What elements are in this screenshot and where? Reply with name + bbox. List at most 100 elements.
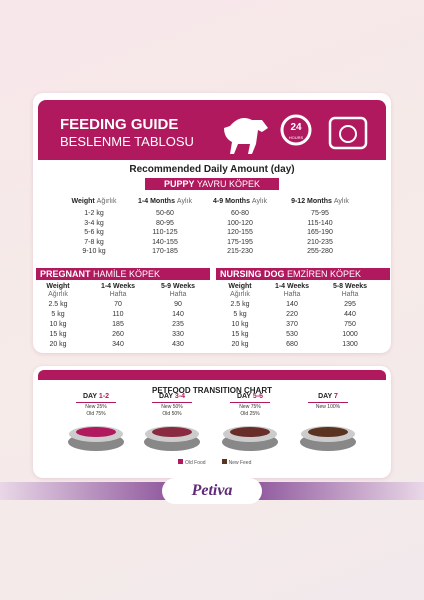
cell: 165-190 xyxy=(307,229,333,236)
day-day: DAY xyxy=(82,393,99,400)
cell: 340 xyxy=(112,341,124,348)
day-underline xyxy=(76,402,116,403)
header-band xyxy=(38,100,386,160)
cell: 75-95 xyxy=(311,210,329,217)
transition-title: PETFOOD TRANSITION CHART xyxy=(152,386,272,395)
pregnant-label-tr: HAMİLE KÖPEK xyxy=(93,269,161,279)
cell: 5 kg xyxy=(51,311,65,318)
clock-icon xyxy=(280,114,312,146)
day-label: DAY 1-2 xyxy=(83,393,109,401)
cell: 9-10 kg xyxy=(82,248,106,255)
cell: 120-155 xyxy=(227,229,253,236)
cell: 20 kg xyxy=(49,341,67,348)
cell: 430 xyxy=(172,341,184,348)
cell: 20 kg xyxy=(231,341,249,348)
cell: 140 xyxy=(172,311,184,318)
header-tr: Hafta xyxy=(169,291,187,298)
bowl xyxy=(66,420,126,459)
cell: 80-95 xyxy=(156,219,174,227)
old-share: Old 75% xyxy=(86,411,106,417)
bowl xyxy=(220,420,280,459)
cell: 15 kg xyxy=(49,331,67,338)
cell: 220 xyxy=(286,311,298,318)
puppy-label-tr: YAVRU KÖPEK xyxy=(196,179,261,189)
day-label: DAY 5-6 xyxy=(237,393,263,401)
day-day: DAY xyxy=(318,393,335,400)
column-header: 1-4 Weeks Hafta xyxy=(275,283,309,299)
cell: 70 xyxy=(114,301,122,308)
day-label: DAY 3-4 xyxy=(159,393,185,401)
header-en: Weight xyxy=(71,198,95,205)
cell: 2.5 kg xyxy=(48,301,68,308)
header-tr: Ağırlık xyxy=(48,291,68,298)
scale-icon xyxy=(328,116,368,150)
header-tr: Hafta xyxy=(341,291,359,298)
cell: 175-195 xyxy=(227,238,253,246)
day-num: 1-2 xyxy=(98,393,110,400)
day-day: DAY xyxy=(158,393,175,400)
scale-dial xyxy=(339,125,357,143)
header-tr: Aylık xyxy=(251,198,267,205)
cell: 680 xyxy=(286,341,298,348)
day-underline xyxy=(152,402,192,403)
header-tr: Aylık xyxy=(333,198,349,205)
recommended: Recommended Daily Amount (day) xyxy=(129,164,295,175)
cell: 185 xyxy=(112,321,124,328)
cell: 1-2 kg xyxy=(84,210,104,217)
cell: 295 xyxy=(344,301,356,308)
cell: 10 kg xyxy=(49,321,67,328)
cell: 370 xyxy=(286,321,298,328)
cell: 7-8 kg xyxy=(84,238,104,246)
dog-icon xyxy=(224,118,268,154)
header-en: 5-8 Weeks xyxy=(332,283,368,290)
cell: 1000 xyxy=(342,331,358,338)
header-en: 9-12 Months xyxy=(291,198,332,205)
cell: 210-235 xyxy=(307,238,333,246)
header-en: 5-9 Weeks xyxy=(160,283,196,290)
cell: 5 kg xyxy=(233,311,247,318)
cell: 50-60 xyxy=(156,210,174,217)
cell: 530 xyxy=(286,331,298,338)
cell: 215-230 xyxy=(227,248,253,255)
column-header: 5-9 Weeks Hafta xyxy=(161,283,195,299)
header-en: Weight xyxy=(46,283,70,290)
cell: 255-280 xyxy=(307,248,333,255)
header-en: 4-9 Months xyxy=(213,198,250,205)
bowl xyxy=(298,420,358,459)
day-underline xyxy=(230,402,270,403)
bowl-icon xyxy=(300,426,356,451)
cell: 2.5 kg xyxy=(230,301,250,308)
bowl-icon xyxy=(222,426,278,451)
day-label: DAY 7 xyxy=(318,393,338,401)
old-share: Old 25% xyxy=(240,411,260,417)
cell: 115-140 xyxy=(307,219,333,227)
puppy-label: PUPPY xyxy=(163,179,195,189)
legend-item: New Feed xyxy=(221,459,251,466)
cell: 5-6 kg xyxy=(84,229,104,236)
bowl-icon xyxy=(144,426,200,451)
column-header: Weight Ağırlık xyxy=(228,283,251,299)
cell: 10 kg xyxy=(231,321,249,328)
title: FEEDING GUIDE xyxy=(60,116,179,133)
cell: 1300 xyxy=(342,341,358,348)
cell: 260 xyxy=(112,331,124,338)
clock-number: 24 xyxy=(290,122,302,133)
cell: 110 xyxy=(112,311,124,318)
bowl xyxy=(142,420,202,459)
header-tr: Aylık xyxy=(176,198,192,205)
new-share: New 100% xyxy=(315,404,341,410)
day-num: 7 xyxy=(334,393,338,400)
cell: 330 xyxy=(172,331,184,338)
cell: 3-4 kg xyxy=(84,219,104,227)
column-header: Weight Ağırlık xyxy=(72,198,117,206)
day-underline xyxy=(308,402,348,403)
header-tr: Ağırlık xyxy=(230,291,250,298)
column-header: 1-4 Weeks Hafta xyxy=(101,283,135,299)
nursing-label-tr: EMZİREN KÖPEK xyxy=(287,269,362,279)
day-num: 3-4 xyxy=(174,393,186,400)
cell: 100-120 xyxy=(227,219,253,227)
legend-label: Old Food xyxy=(185,460,206,466)
header-en: Weight xyxy=(228,283,252,290)
pregnant-bar: PREGNANT HAMİLE KÖPEK xyxy=(36,268,210,280)
